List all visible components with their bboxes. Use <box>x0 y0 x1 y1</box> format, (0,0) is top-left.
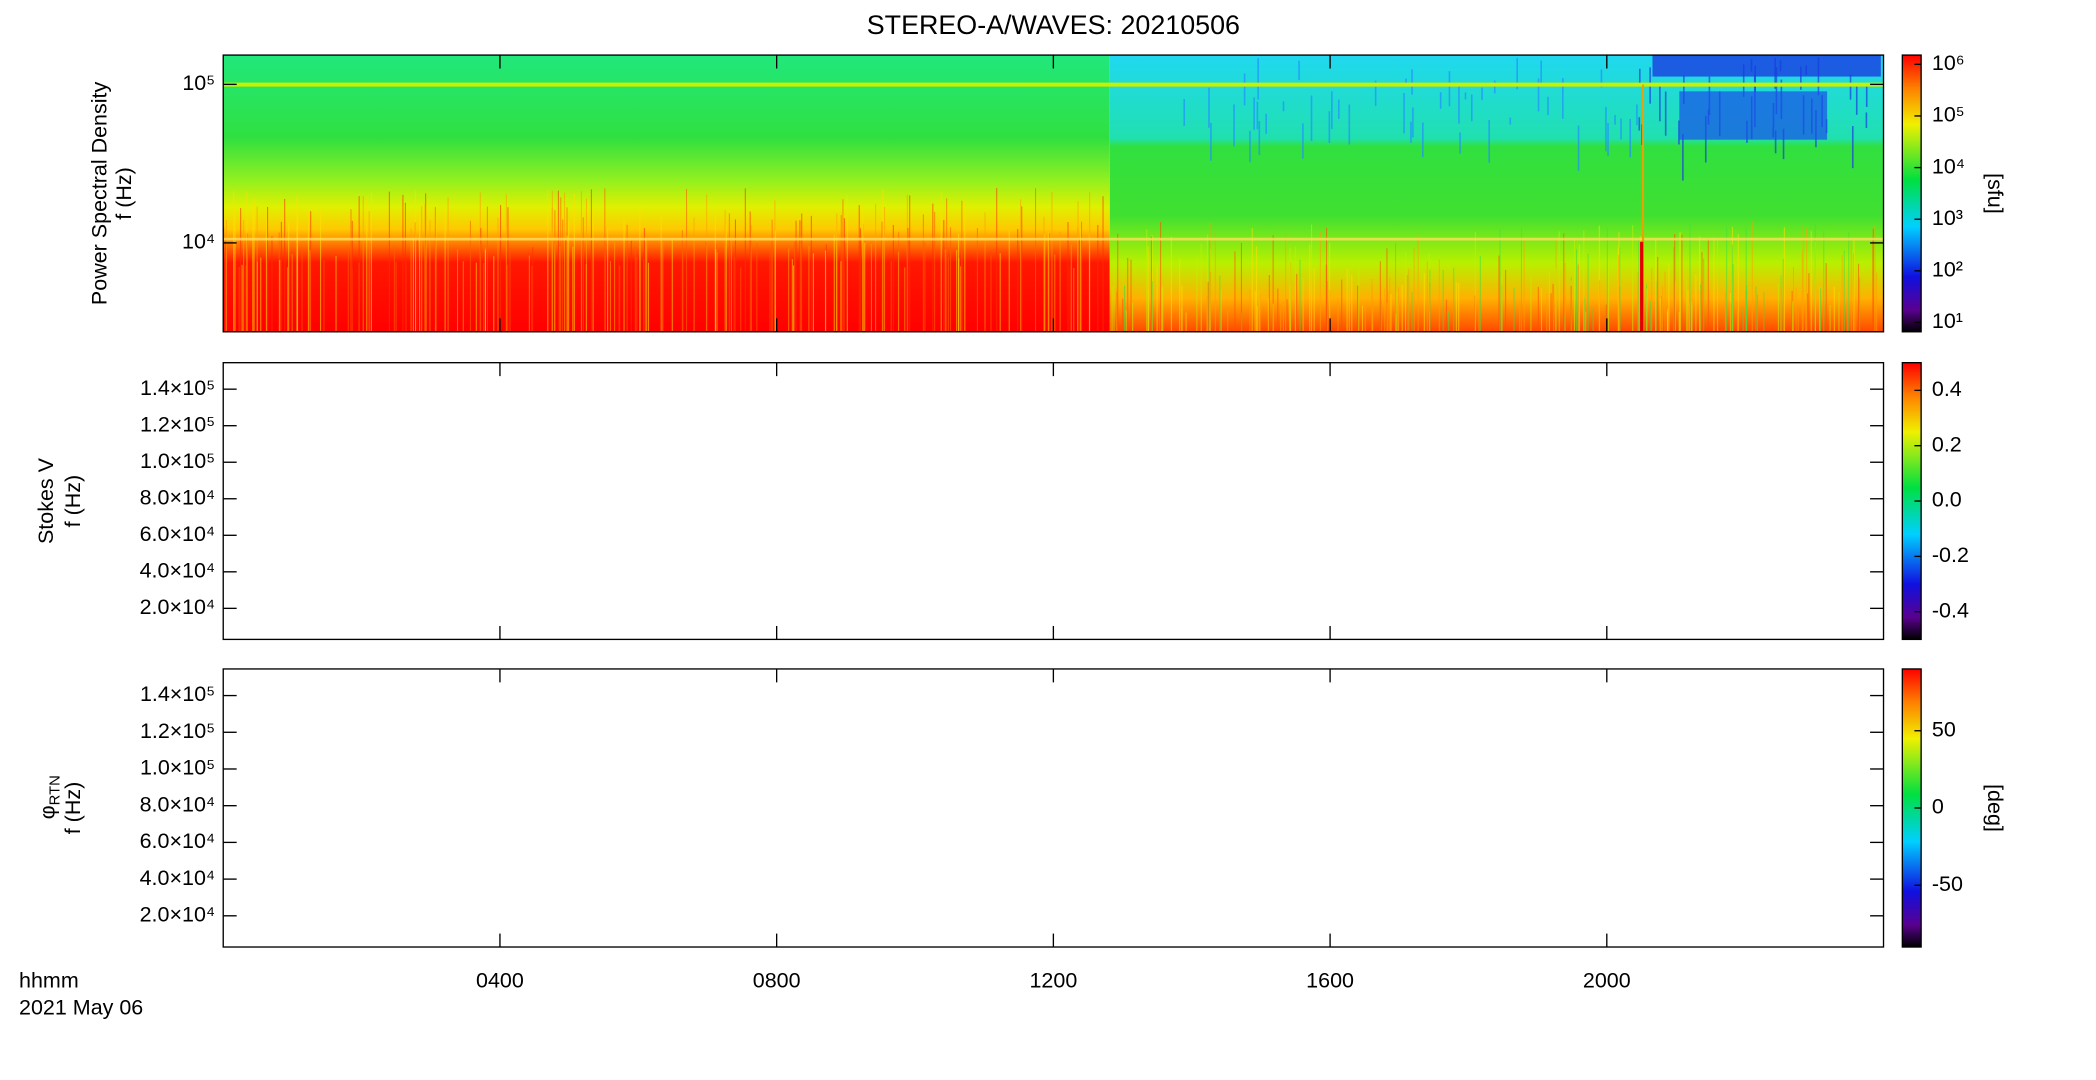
y-tick-label: 4.0×10⁴ <box>140 558 216 582</box>
x-axis-label: 2021 May 06 <box>19 995 143 1019</box>
x-tick-label: 0400 <box>476 969 524 993</box>
colorbar-label: [deg] <box>1983 784 2007 832</box>
colorbar-tick-label: -0.2 <box>1932 543 1969 567</box>
y-tick-label: 6.0×10⁴ <box>140 522 216 546</box>
y-axis-label: Stokes V <box>34 457 58 544</box>
x-tick-label: 1600 <box>1306 969 1354 993</box>
y-tick-label: 1.0×10⁵ <box>140 756 215 780</box>
colorbar-tick-label: 10¹ <box>1932 309 1963 333</box>
y-tick-label: 1.2×10⁵ <box>140 412 215 436</box>
y-axis-label: f (Hz) <box>61 475 85 528</box>
colorbar-tick-label: -0.4 <box>1932 598 1969 622</box>
y-axis-label: Power Spectral Density <box>88 82 112 306</box>
plot-frame <box>222 668 1885 948</box>
y-tick-label: 4.0×10⁴ <box>140 866 216 890</box>
y-tick-label: 1.4×10⁵ <box>140 682 215 706</box>
colorbar-tick-label: 10² <box>1932 258 1963 282</box>
y-tick-label: 10⁵ <box>182 71 215 95</box>
y-tick-label: 2.0×10⁴ <box>140 595 216 619</box>
colorbar-tick-label: 0.0 <box>1932 488 1962 512</box>
colorbar-tick-label: 0.4 <box>1932 377 1962 401</box>
spectrogram-blob <box>1679 91 1828 140</box>
x-tick-label: 0800 <box>753 969 801 993</box>
x-tick-label: 1200 <box>1029 969 1077 993</box>
colorbar-tick-label: 10⁵ <box>1932 103 1965 127</box>
x-tick-label: 2000 <box>1583 969 1631 993</box>
y-tick-label: 2.0×10⁴ <box>140 902 216 926</box>
y-axis-label: f (Hz) <box>112 167 136 220</box>
title: STEREO-A/WAVES: 20210506 <box>867 10 1240 40</box>
y-tick-label: 8.0×10⁴ <box>140 792 216 816</box>
spectrogram-left <box>223 55 1110 332</box>
colorbar-label: [sfu] <box>1983 173 2007 214</box>
colorbar-tick-label: 50 <box>1932 717 1956 741</box>
y-tick-label: 6.0×10⁴ <box>140 829 216 853</box>
y-axis-label: f (Hz) <box>61 782 85 835</box>
y-tick-label: 1.4×10⁵ <box>140 376 215 400</box>
y-axis-label: φRTN <box>35 775 63 819</box>
colorbar <box>1901 54 1922 333</box>
y-tick-label: 1.0×10⁵ <box>140 449 215 473</box>
colorbar-tick-label: 10⁴ <box>1932 154 1965 178</box>
y-tick-label: 10⁴ <box>182 230 215 254</box>
plot-frame <box>222 362 1885 641</box>
spectrogram <box>222 55 1884 332</box>
y-axis-symbol: φ <box>35 805 59 819</box>
x-axis-label: hhmm <box>19 969 79 993</box>
colorbar-tick-label: 0 <box>1932 795 1944 819</box>
y-tick-label: 1.2×10⁵ <box>140 719 215 743</box>
colorbar-tick-label: 10⁶ <box>1932 51 1965 75</box>
colorbar-tick-label: 10³ <box>1932 206 1963 230</box>
y-axis-subscript: RTN <box>47 775 63 805</box>
y-tick-label: 8.0×10⁴ <box>140 485 216 509</box>
spectrogram-blob <box>1652 55 1881 77</box>
colorbar-tick-label: 0.2 <box>1932 432 1962 456</box>
colorbar-tick-label: -50 <box>1932 872 1963 896</box>
